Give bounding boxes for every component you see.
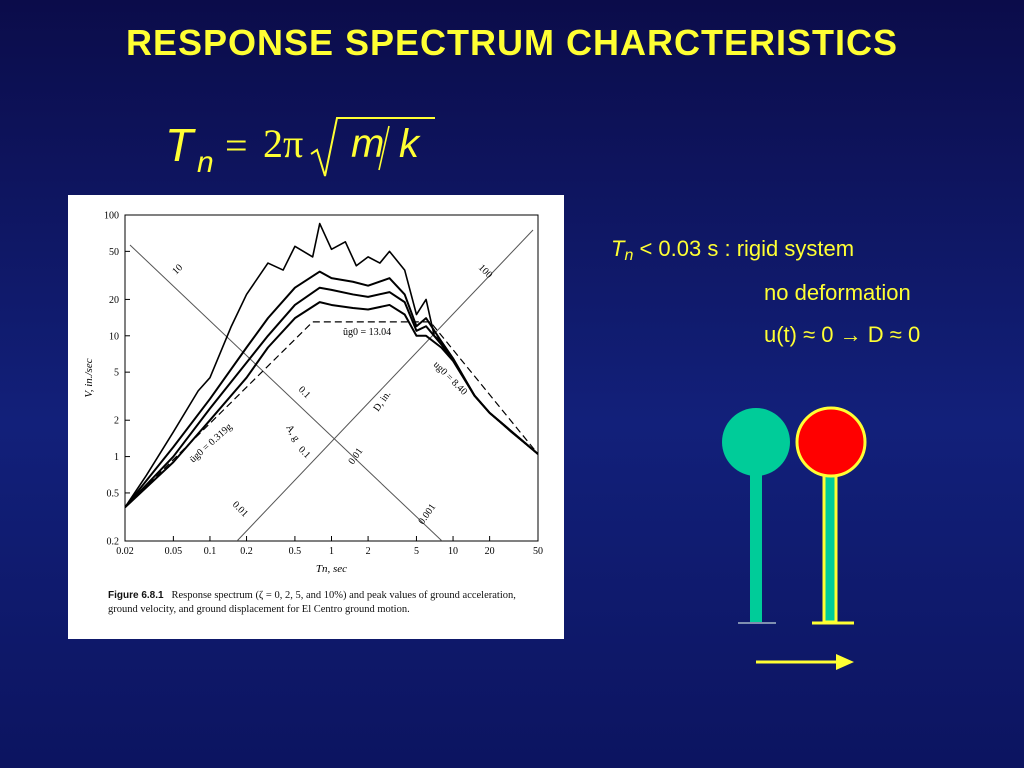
no-deformation-note: no deformation bbox=[764, 280, 911, 305]
note-symbol-t: T bbox=[611, 236, 625, 261]
diagonal-grid-line bbox=[129, 244, 443, 541]
formula-two-pi: 2π bbox=[263, 121, 304, 166]
rigid-system-note: Tn < 0.03 s : rigid system bbox=[611, 236, 854, 265]
y-tick-label: 5 bbox=[114, 368, 119, 379]
formula-symbol-k: k bbox=[399, 122, 419, 166]
x-tick-label: 10 bbox=[448, 546, 458, 557]
x-tick-label: 0.2 bbox=[240, 546, 253, 557]
motion-arrow-icon bbox=[756, 654, 854, 670]
spectrum-curve bbox=[125, 222, 538, 508]
x-tick-label: 0.05 bbox=[165, 546, 183, 557]
square-root-icon bbox=[310, 117, 435, 177]
peak-label-velocity: ûg0 = 13.04 bbox=[343, 327, 391, 338]
x-tick-label: 20 bbox=[485, 546, 495, 557]
spectrum-curve bbox=[125, 301, 538, 509]
diagonal-value-label-a: 0.1 bbox=[296, 384, 313, 401]
y-tick-label: 1 bbox=[114, 452, 119, 463]
response-spectrum-chart: 0.02 0.05 0.1 0.2 0.5 1 2 5 10 20 50 0.2 0.5 1 2 5 10 20 5… bbox=[83, 211, 543, 576]
pendulum-right-rod bbox=[822, 470, 838, 624]
x-axis-label: Tn, sec bbox=[316, 563, 347, 575]
formula-symbol-t: T bbox=[165, 119, 194, 171]
diagonal-value-label-a: 10 bbox=[170, 262, 185, 277]
pendulum-left bbox=[722, 408, 790, 624]
y-tick-label: 20 bbox=[109, 295, 119, 306]
y-tick-label: 0.5 bbox=[107, 488, 120, 499]
x-tick-label: 1 bbox=[329, 546, 334, 557]
pendulum-right-bob bbox=[795, 406, 867, 478]
diagonal-value-label-a: 0.1 bbox=[296, 444, 313, 461]
y-tick-label: 10 bbox=[109, 331, 119, 342]
pendulum-right bbox=[795, 406, 867, 625]
diagonal-value-label-d: 0.01 bbox=[346, 446, 365, 467]
note-rigid-text: < 0.03 s : rigid system bbox=[633, 236, 855, 261]
diagonal-value-label-a: 0.01 bbox=[230, 499, 250, 519]
spectrum-curve bbox=[125, 270, 538, 508]
y-tick-label: 0.2 bbox=[107, 537, 120, 548]
caption-label: Figure 6.8.1 bbox=[108, 590, 164, 601]
diagonal-value-label-d: 100 bbox=[476, 262, 494, 280]
diagonal-grid-line bbox=[236, 229, 534, 541]
natural-period-formula: T n = 2π m k bbox=[165, 112, 445, 182]
pendulum-left-rod bbox=[750, 472, 762, 622]
caption-text: Response spectrum (ζ = 0, 2, 5, and 10%)… bbox=[108, 590, 516, 615]
slide-title: RESPONSE SPECTRUM CHARCTERISTICS bbox=[125, 22, 899, 63]
x-tick-label: 0.5 bbox=[289, 546, 302, 557]
response-spectrum-figure: 0.02 0.05 0.1 0.2 0.5 1 2 5 10 20 50 0.2 0.5 1 2 5 10 20 5… bbox=[68, 195, 564, 639]
x-tick-label: 5 bbox=[414, 546, 419, 557]
y-tick-label: 2 bbox=[114, 416, 119, 427]
formula-symbol-m: m bbox=[351, 122, 385, 166]
diagonal-value-label-d: 0.001 bbox=[416, 502, 438, 527]
x-tick-label: 50 bbox=[533, 546, 543, 557]
diagonal-axis-label-a: A, g bbox=[283, 423, 301, 443]
x-tick-label: 0.02 bbox=[116, 546, 134, 557]
y-tick-label: 50 bbox=[109, 247, 119, 258]
y-axis-label: V, in./sec bbox=[83, 358, 95, 397]
formula-subscript-n: n bbox=[197, 146, 214, 179]
pendulum-illustration bbox=[722, 406, 867, 670]
x-tick-label: 0.1 bbox=[204, 546, 217, 557]
note-subscript-n: n bbox=[624, 247, 634, 264]
formula-equals: = bbox=[225, 123, 248, 168]
displacement-note: u(t) ≈ 0 → D ≈ 0 bbox=[764, 322, 921, 347]
pendulum-left-bob bbox=[722, 408, 790, 476]
peak-values-dashed-line bbox=[125, 321, 538, 508]
diagonal-axis-label-d: D, in. bbox=[371, 389, 393, 414]
y-tick-label: 100 bbox=[104, 211, 119, 222]
x-tick-label: 2 bbox=[366, 546, 371, 557]
figure-caption: Figure 6.8.1 Response spectrum (ζ = 0, 2… bbox=[108, 589, 548, 617]
